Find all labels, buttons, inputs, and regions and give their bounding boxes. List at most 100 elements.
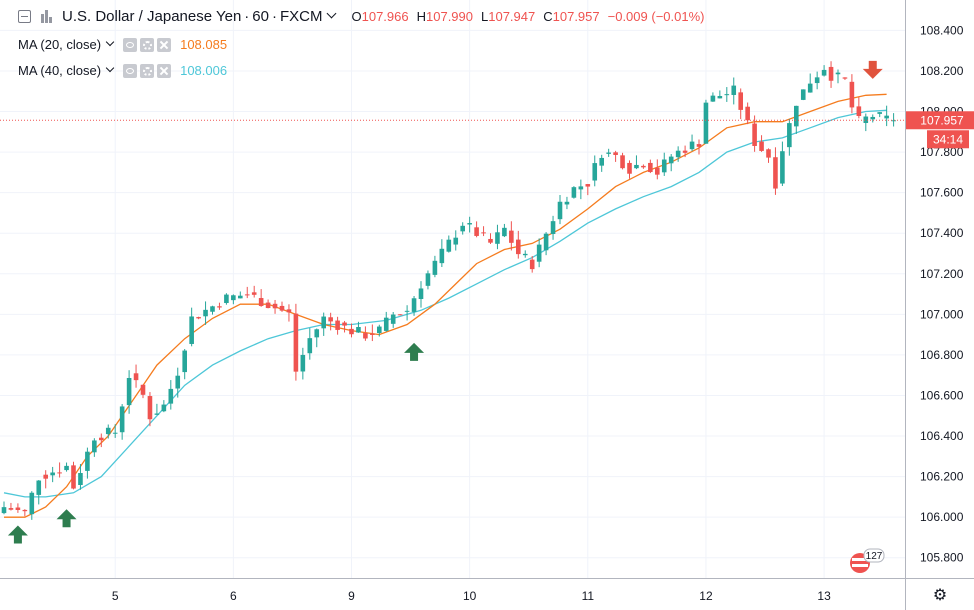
- candle-body: [64, 465, 69, 471]
- candle-body: [78, 473, 83, 486]
- candle-body: [370, 333, 375, 335]
- candle-body: [418, 288, 424, 300]
- candle-body: [432, 260, 438, 275]
- open-label: O: [351, 9, 362, 24]
- candle-body: [536, 244, 542, 262]
- candle-body: [877, 112, 882, 114]
- y-tick-label: 106.600: [920, 388, 964, 402]
- candle-body: [724, 94, 730, 96]
- symbol-name[interactable]: U.S. Dollar / Japanese Yen: [62, 8, 242, 25]
- candle-body: [529, 259, 535, 270]
- x-tick-label: 11: [582, 589, 595, 603]
- y-tick-label: 107.200: [920, 267, 964, 281]
- candle-body: [126, 377, 132, 406]
- candle-body: [293, 313, 299, 372]
- candle-body: [592, 163, 598, 181]
- candle-body: [689, 141, 695, 150]
- candle-body: [168, 388, 174, 404]
- candle-body: [92, 440, 97, 453]
- candle-body: [328, 317, 333, 322]
- candle-body: [842, 77, 848, 79]
- close-icon[interactable]: [157, 37, 172, 52]
- candle-body: [349, 328, 354, 335]
- collapse-icon[interactable]: [18, 10, 31, 23]
- ma-20-line: [4, 93, 887, 518]
- indicator-ma40[interactable]: MA (40, close) 108.006: [18, 63, 227, 78]
- candle-body: [105, 427, 111, 435]
- events-badge[interactable]: 127: [846, 548, 886, 576]
- grid: [0, 0, 905, 578]
- candle-body: [439, 248, 445, 264]
- arrow-up-icon: [7, 525, 28, 544]
- bars-icon: [40, 9, 54, 24]
- candle-body: [15, 507, 21, 510]
- candle-body: [411, 298, 417, 312]
- x-tick-label: 5: [112, 589, 119, 603]
- candle-body: [703, 102, 709, 144]
- candle-body: [446, 239, 452, 252]
- y-tick-label: 106.200: [920, 470, 964, 484]
- symbol-row: U.S. Dollar / Japanese Yen · 60 · FXCM O…: [18, 8, 704, 25]
- candle-body: [397, 314, 403, 316]
- chevron-down-icon[interactable]: [105, 63, 115, 72]
- eye-icon[interactable]: [123, 37, 138, 52]
- events-count: 127: [866, 551, 883, 562]
- candle-body: [870, 116, 876, 120]
- candle-body: [99, 437, 104, 441]
- candle-body: [140, 384, 146, 395]
- candle-body: [154, 413, 160, 415]
- candle-body: [849, 81, 855, 108]
- candle-body: [1, 507, 7, 514]
- y-tick-label: 107.800: [920, 145, 964, 159]
- time-axis[interactable]: 5 6 9 10 11 12 13 ⚙: [112, 585, 947, 604]
- candle-body: [363, 333, 368, 339]
- candle-body: [613, 152, 618, 155]
- gear-icon[interactable]: [140, 63, 155, 78]
- candle-body: [404, 310, 410, 312]
- exchange[interactable]: FXCM: [279, 8, 323, 25]
- candle-body: [599, 157, 604, 166]
- chevron-down-icon[interactable]: [327, 8, 337, 19]
- y-tick-label: 106.400: [920, 429, 964, 443]
- y-tick-label: 107.400: [920, 226, 964, 240]
- price-axis[interactable]: 108.400108.200108.000107.800107.600107.4…: [920, 23, 964, 564]
- close-icon[interactable]: [157, 63, 172, 78]
- candle-body: [738, 92, 743, 110]
- candle-body: [717, 96, 723, 99]
- ma-40-path: [3, 109, 887, 498]
- arrow-up-icon: [56, 509, 77, 528]
- candle-body: [231, 295, 236, 301]
- candle-body: [661, 159, 667, 173]
- signal-markers: [7, 60, 883, 544]
- candle-body: [759, 141, 764, 151]
- candle-body: [286, 309, 292, 313]
- candle-body: [238, 295, 243, 299]
- indicator-value: 108.006: [180, 63, 228, 78]
- candle-body: [8, 508, 14, 510]
- gear-icon[interactable]: [140, 37, 155, 52]
- indicator-label: MA (20, close): [18, 37, 102, 52]
- candle-body: [425, 273, 431, 286]
- open-value: 107.966: [361, 9, 409, 24]
- candle-body: [453, 237, 459, 245]
- settings-gear-icon[interactable]: ⚙: [933, 585, 947, 604]
- chevron-down-icon[interactable]: [105, 37, 115, 46]
- low-label: L: [481, 9, 489, 24]
- interval[interactable]: 60: [252, 8, 269, 25]
- candle-body: [641, 165, 646, 168]
- eye-icon[interactable]: [123, 63, 138, 78]
- candle-body: [495, 232, 500, 244]
- candle-body: [585, 184, 591, 187]
- candle-body: [606, 152, 611, 154]
- separator: ·: [271, 8, 277, 25]
- indicator-ma20[interactable]: MA (20, close) 108.085: [18, 37, 227, 52]
- countdown-box: [927, 130, 969, 149]
- candle-body: [196, 317, 201, 319]
- high-label: H: [416, 9, 426, 24]
- candle-body: [390, 314, 396, 324]
- x-tick-label: 10: [463, 589, 477, 603]
- candle-body: [543, 233, 549, 251]
- y-tick-label: 108.400: [920, 23, 964, 37]
- candle-body: [474, 227, 479, 236]
